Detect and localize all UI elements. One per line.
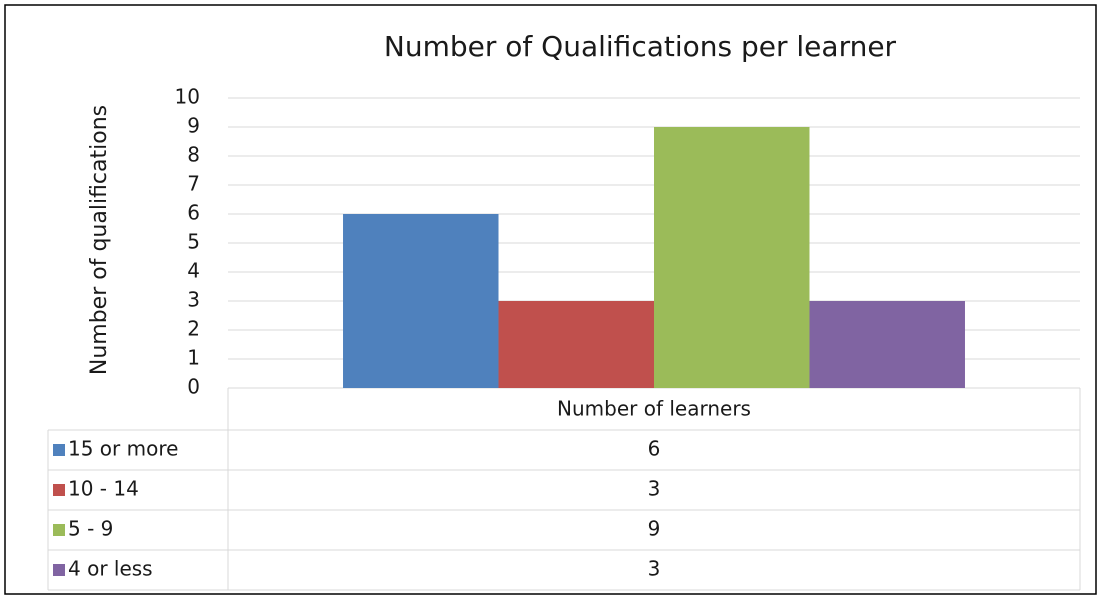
y-tick-label: 6 [187, 201, 200, 225]
y-tick-label: 7 [187, 172, 200, 196]
legend-key [53, 484, 65, 496]
table-value: 3 [648, 477, 661, 501]
y-tick-label: 3 [187, 288, 200, 312]
legend-key [53, 524, 65, 536]
chart-border [4, 4, 1097, 595]
legend-label: 4 or less [68, 557, 153, 581]
y-tick-label: 1 [187, 346, 200, 370]
legend-label: 10 - 14 [68, 477, 139, 501]
bar [654, 127, 810, 388]
y-tick-label: 0 [187, 375, 200, 399]
bar [343, 214, 499, 388]
y-tick-label: 9 [187, 114, 200, 138]
table-value: 6 [648, 437, 661, 461]
bar [809, 301, 965, 388]
legend-label: 5 - 9 [68, 517, 113, 541]
table-value: 9 [648, 517, 661, 541]
y-tick-label: 10 [175, 85, 200, 109]
legend-key [53, 564, 65, 576]
y-tick-label: 2 [187, 317, 200, 341]
legend-key [53, 444, 65, 456]
legend-label: 15 or more [68, 437, 178, 461]
y-tick-label: 8 [187, 143, 200, 167]
bar [498, 301, 654, 388]
table-header: Number of learners [557, 397, 751, 421]
y-tick-label: 5 [187, 230, 200, 254]
chart-title: Number of Qualifications per learner [384, 30, 897, 63]
y-tick-label: 4 [187, 259, 200, 283]
y-axis-label: Number of qualifications [87, 105, 112, 375]
table-value: 3 [648, 557, 661, 581]
